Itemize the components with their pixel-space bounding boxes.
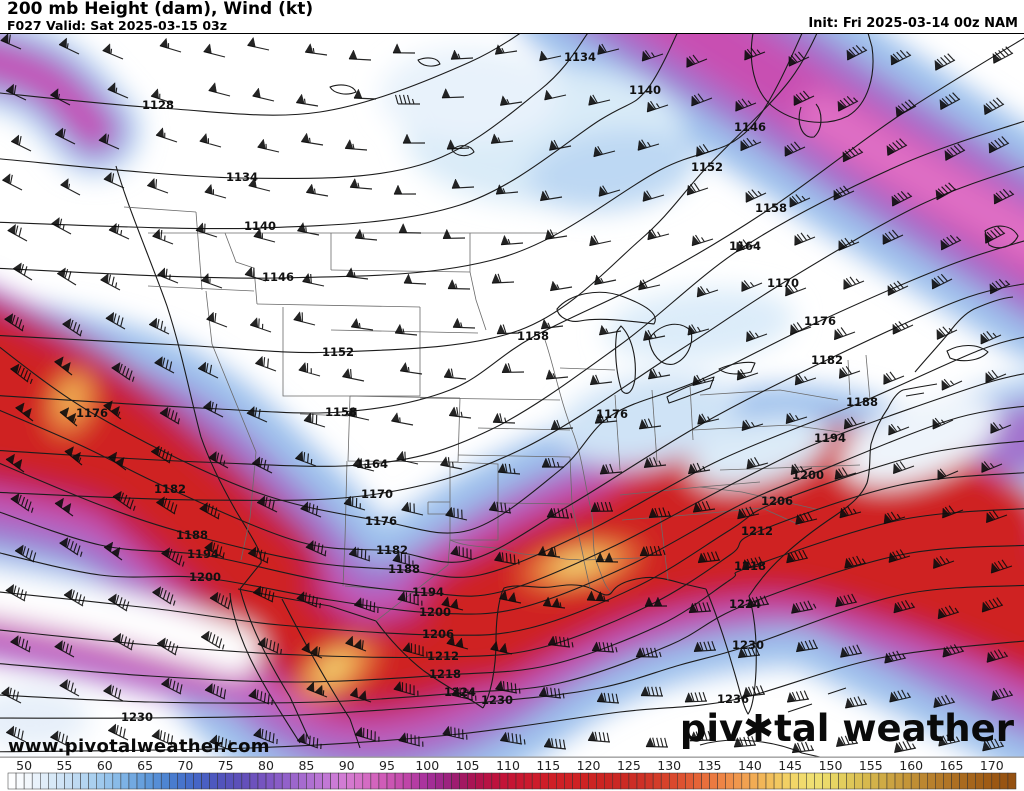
svg-text:120: 120 bbox=[577, 758, 601, 773]
svg-text:50: 50 bbox=[16, 758, 32, 773]
init-time: Init: Fri 2025-03-14 00z NAM bbox=[808, 16, 1018, 31]
svg-text:75: 75 bbox=[218, 758, 234, 773]
svg-text:1170: 1170 bbox=[361, 487, 393, 501]
logo-text-post: tal weather bbox=[774, 707, 1014, 750]
svg-text:60: 60 bbox=[97, 758, 113, 773]
svg-text:1236: 1236 bbox=[717, 692, 749, 706]
svg-text:1176: 1176 bbox=[596, 407, 628, 421]
svg-text:1194: 1194 bbox=[412, 585, 444, 599]
watermark: www.pivotalweather.com bbox=[8, 736, 270, 757]
svg-text:135: 135 bbox=[698, 758, 722, 773]
svg-text:1194: 1194 bbox=[187, 547, 219, 561]
svg-text:1134: 1134 bbox=[564, 50, 596, 64]
svg-text:1176: 1176 bbox=[76, 406, 108, 420]
svg-text:115: 115 bbox=[536, 758, 560, 773]
svg-text:70: 70 bbox=[177, 758, 193, 773]
map-header: 200 mb Height (dam), Wind (kt) F027 Vali… bbox=[0, 0, 1024, 34]
svg-text:1152: 1152 bbox=[691, 160, 723, 174]
wind-speed-fill-layer bbox=[0, 33, 1024, 757]
colorbar-svg: 50 55 60 65 70 75 80 85 90 95 100 105 110 115 120 125 13… bbox=[7, 758, 1017, 790]
svg-text:55: 55 bbox=[56, 758, 72, 773]
svg-text:1212: 1212 bbox=[427, 649, 459, 663]
svg-text:95: 95 bbox=[379, 758, 395, 773]
svg-text:1182: 1182 bbox=[154, 482, 186, 496]
svg-text:1230: 1230 bbox=[732, 638, 764, 652]
svg-text:1182: 1182 bbox=[811, 353, 843, 367]
svg-text:1188: 1188 bbox=[176, 528, 208, 542]
svg-text:1140: 1140 bbox=[629, 83, 661, 97]
svg-text:1188: 1188 bbox=[846, 395, 878, 409]
wind-speed-colorbar: 50 55 60 65 70 75 80 85 90 95 100 105 110 115 120 125 13… bbox=[0, 757, 1024, 791]
svg-text:130: 130 bbox=[657, 758, 681, 773]
svg-text:105: 105 bbox=[456, 758, 480, 773]
svg-text:1158: 1158 bbox=[325, 405, 357, 419]
svg-text:1176: 1176 bbox=[365, 514, 397, 528]
svg-text:1224: 1224 bbox=[444, 685, 476, 699]
svg-text:1146: 1146 bbox=[734, 120, 766, 134]
svg-text:145: 145 bbox=[778, 758, 802, 773]
svg-text:90: 90 bbox=[339, 758, 355, 773]
svg-text:1176: 1176 bbox=[804, 314, 836, 328]
svg-text:1206: 1206 bbox=[422, 627, 454, 641]
svg-text:1158: 1158 bbox=[755, 201, 787, 215]
svg-text:155: 155 bbox=[859, 758, 883, 773]
svg-text:1182: 1182 bbox=[376, 543, 408, 557]
contour-label-layer: 1128 1134 1134 1140 1140 1146 1146 1152 1152 1158… bbox=[76, 50, 878, 724]
svg-text:125: 125 bbox=[617, 758, 641, 773]
svg-text:1188: 1188 bbox=[388, 562, 420, 576]
svg-text:1128: 1128 bbox=[142, 98, 174, 112]
svg-text:140: 140 bbox=[738, 758, 762, 773]
svg-text:1224: 1224 bbox=[729, 597, 761, 611]
svg-text:1164: 1164 bbox=[729, 239, 761, 253]
svg-text:1200: 1200 bbox=[189, 570, 221, 584]
svg-text:1134: 1134 bbox=[226, 170, 258, 184]
svg-text:85: 85 bbox=[298, 758, 314, 773]
height-contour-layer bbox=[0, 33, 1024, 753]
svg-text:1230: 1230 bbox=[481, 693, 513, 707]
svg-text:110: 110 bbox=[496, 758, 520, 773]
svg-text:1206: 1206 bbox=[761, 494, 793, 508]
svg-text:1158: 1158 bbox=[517, 329, 549, 343]
valid-time: F027 Valid: Sat 2025-03-15 03z bbox=[7, 18, 228, 33]
svg-text:1164: 1164 bbox=[356, 457, 388, 471]
svg-text:170: 170 bbox=[980, 758, 1004, 773]
svg-text:1230: 1230 bbox=[121, 710, 153, 724]
svg-text:65: 65 bbox=[137, 758, 153, 773]
pivotal-weather-logo: piv✱tal weather bbox=[680, 710, 1014, 747]
svg-text:1218: 1218 bbox=[429, 667, 461, 681]
svg-text:1152: 1152 bbox=[322, 345, 354, 359]
logo-text-pre: piv bbox=[679, 707, 744, 750]
svg-text:100: 100 bbox=[415, 758, 439, 773]
map-title: 200 mb Height (dam), Wind (kt) bbox=[7, 0, 314, 19]
snowflake-icon: ✱ bbox=[743, 707, 775, 750]
wind-barb-layer bbox=[0, 33, 1015, 754]
svg-text:80: 80 bbox=[258, 758, 274, 773]
svg-text:150: 150 bbox=[819, 758, 843, 773]
svg-text:1140: 1140 bbox=[244, 219, 276, 233]
svg-text:1218: 1218 bbox=[734, 559, 766, 573]
svg-text:1146: 1146 bbox=[262, 270, 294, 284]
svg-text:165: 165 bbox=[940, 758, 964, 773]
svg-text:160: 160 bbox=[899, 758, 923, 773]
svg-text:1200: 1200 bbox=[419, 605, 451, 619]
svg-text:1170: 1170 bbox=[767, 276, 799, 290]
svg-text:1194: 1194 bbox=[814, 431, 846, 445]
svg-text:1200: 1200 bbox=[792, 468, 824, 482]
svg-text:1212: 1212 bbox=[741, 524, 773, 538]
